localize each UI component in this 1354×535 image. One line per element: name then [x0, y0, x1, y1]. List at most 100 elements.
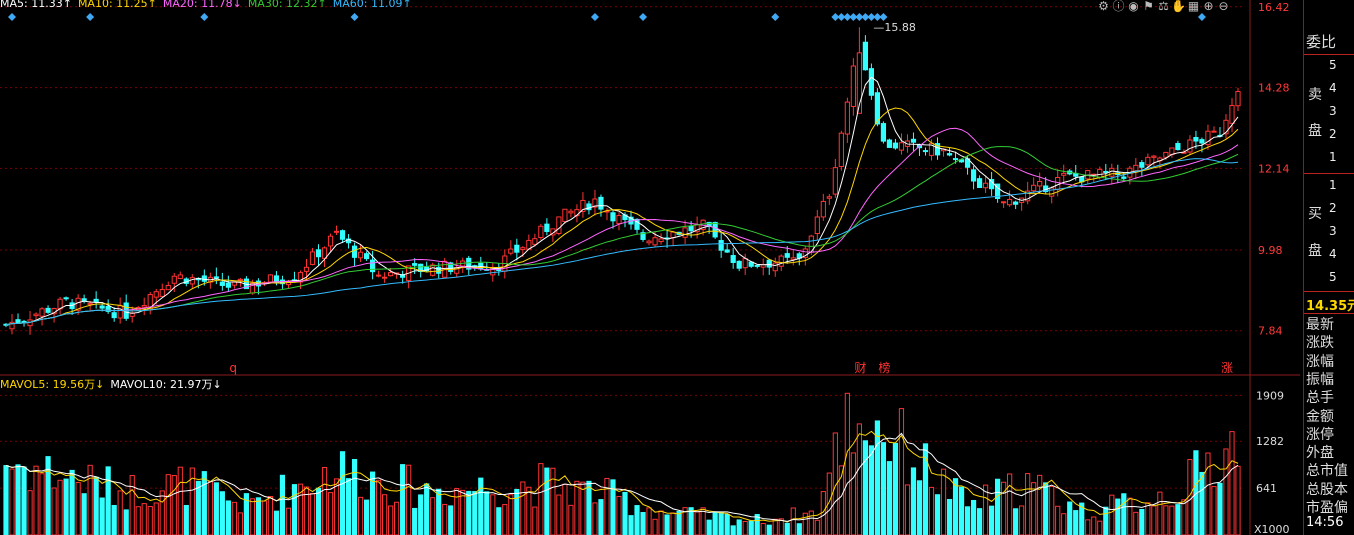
grid-icon[interactable]: ▦	[1187, 0, 1200, 13]
volume-bar	[898, 408, 905, 535]
volume-bar	[201, 471, 207, 535]
candle	[532, 238, 538, 245]
candle	[934, 143, 941, 156]
buy-level: 5	[1329, 270, 1337, 284]
volume-bar	[496, 507, 502, 535]
volume-bar	[484, 491, 490, 535]
volume-bar	[1127, 497, 1133, 535]
quote-field: 市盈偏	[1306, 500, 1348, 516]
info-icon[interactable]: ⓘ	[1112, 0, 1125, 13]
volume-bar	[688, 507, 694, 535]
quote-field: 总手	[1306, 390, 1334, 407]
volume-bar	[622, 491, 628, 535]
volume-bar	[598, 499, 604, 535]
volume-bar	[279, 474, 286, 535]
quote-field: 外盘	[1306, 445, 1334, 462]
volume-bar	[1055, 505, 1061, 535]
volume-bar	[952, 478, 959, 535]
volume-bar	[165, 474, 171, 535]
volume-bar	[946, 499, 953, 535]
volume-bar	[640, 512, 646, 535]
volume-bar	[1199, 471, 1205, 535]
minus-icon[interactable]: ⊖	[1218, 0, 1229, 13]
volume-bar	[255, 497, 262, 535]
volume-bar	[832, 432, 838, 535]
signal-diamond	[855, 13, 864, 21]
candle	[730, 255, 736, 263]
quote-field: 总市值	[1306, 463, 1348, 480]
volume-bar	[388, 505, 394, 535]
signal-diamond	[849, 13, 858, 21]
candle	[1007, 198, 1013, 206]
kline-chart[interactable]: 16.42 14.28 12.14 9.98 7.84 1909 1282 641 X1000 —…	[0, 0, 1300, 535]
sell-level: 2	[1329, 127, 1337, 141]
volume-bar	[1085, 519, 1091, 535]
candle	[1049, 187, 1055, 197]
quote-time: 14:56	[1306, 515, 1344, 530]
candle	[646, 240, 652, 244]
volume-bar	[3, 465, 9, 535]
volume-bar	[1223, 448, 1229, 535]
volume-bar	[9, 468, 15, 535]
candle	[634, 218, 640, 230]
volume-bar	[430, 497, 436, 535]
eye-icon[interactable]: ◉	[1128, 0, 1139, 13]
scale-icon[interactable]: ⚖	[1158, 0, 1169, 13]
gear-icon[interactable]: ⚙	[1098, 0, 1109, 13]
quote-field: 涨停	[1306, 426, 1334, 443]
volume-bar	[1205, 452, 1211, 535]
candle	[177, 274, 183, 279]
ma60-line	[5, 158, 1239, 326]
volume-bar	[297, 483, 304, 535]
volume-bar	[748, 520, 754, 535]
candle	[784, 253, 790, 258]
volume-bar	[1061, 513, 1067, 535]
volume-bar	[556, 494, 562, 535]
candle	[1103, 170, 1109, 173]
plus-icon[interactable]: ⊕	[1203, 0, 1214, 13]
candle	[995, 183, 1001, 199]
volume-bar	[778, 518, 784, 535]
candle	[1145, 156, 1151, 166]
volume-bar	[195, 480, 201, 535]
volume-bar	[363, 499, 370, 535]
price-tick: 7.84	[1258, 325, 1283, 338]
sell-level: 5	[1329, 58, 1337, 72]
hand-icon[interactable]: ✋	[1171, 0, 1186, 13]
volume-bar	[742, 520, 748, 535]
candle	[219, 281, 225, 286]
flag-icon[interactable]: ⚑	[1143, 0, 1154, 13]
candle	[45, 307, 51, 313]
volume-bar	[814, 519, 820, 535]
volume-bar	[394, 501, 400, 535]
volume-bar	[39, 473, 45, 535]
volume-bar	[958, 486, 965, 535]
ma20-line	[5, 127, 1239, 326]
candle	[1037, 181, 1043, 187]
candle	[466, 257, 472, 270]
volume-bar	[1217, 482, 1223, 535]
candle	[580, 199, 586, 212]
quote-field: 涨幅	[1306, 353, 1334, 370]
volume-bar	[51, 487, 57, 535]
volume-bar	[285, 507, 292, 535]
chart-toolbar[interactable]: ⚙ ⓘ ◉ ⚑ ⚖ ✋ ▦ ⊕ ⊖	[1096, 0, 1231, 14]
volume-bar	[15, 464, 21, 535]
candle	[778, 255, 784, 267]
volume-bar	[580, 481, 586, 535]
volume-bar	[1007, 473, 1013, 535]
candle	[802, 248, 808, 258]
candle	[682, 227, 688, 238]
quote-field: 涨跌	[1306, 335, 1334, 352]
volume-bar	[261, 500, 268, 535]
volume-bar	[309, 493, 316, 535]
ma-legend-item-0: MA5: 11.33↑	[0, 0, 72, 10]
candle	[87, 302, 93, 305]
price-tick: 16.42	[1258, 1, 1290, 14]
volume-bar	[400, 464, 406, 535]
volume-bar	[472, 491, 478, 535]
volume-bar	[922, 443, 929, 535]
volume-bar	[850, 452, 856, 535]
signal-diamond	[590, 13, 599, 21]
candle	[327, 235, 334, 247]
